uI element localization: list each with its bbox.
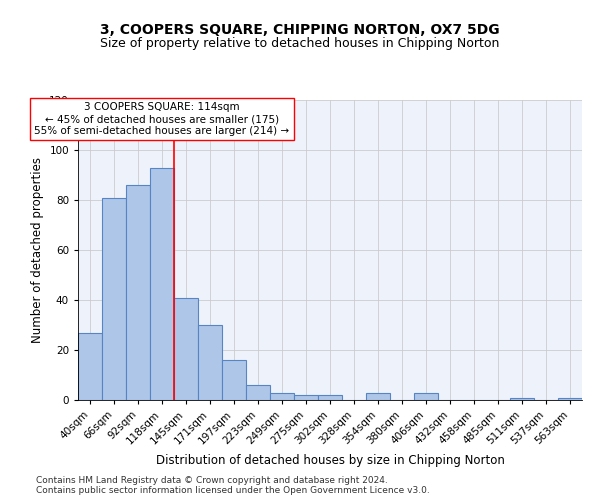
- Text: Size of property relative to detached houses in Chipping Norton: Size of property relative to detached ho…: [100, 38, 500, 51]
- Bar: [366, 392, 390, 400]
- Text: 3 COOPERS SQUARE: 114sqm
← 45% of detached houses are smaller (175)
55% of semi-: 3 COOPERS SQUARE: 114sqm ← 45% of detach…: [34, 102, 290, 136]
- Bar: [510, 398, 534, 400]
- Bar: [294, 395, 318, 400]
- Bar: [198, 325, 222, 400]
- Text: 3, COOPERS SQUARE, CHIPPING NORTON, OX7 5DG: 3, COOPERS SQUARE, CHIPPING NORTON, OX7 …: [100, 22, 500, 36]
- Bar: [78, 332, 102, 400]
- X-axis label: Distribution of detached houses by size in Chipping Norton: Distribution of detached houses by size …: [155, 454, 505, 467]
- Bar: [150, 168, 174, 400]
- Bar: [102, 198, 126, 400]
- Bar: [270, 392, 294, 400]
- Bar: [558, 398, 582, 400]
- Text: Contains HM Land Registry data © Crown copyright and database right 2024.
Contai: Contains HM Land Registry data © Crown c…: [36, 476, 430, 495]
- Bar: [318, 395, 342, 400]
- Bar: [414, 392, 438, 400]
- Bar: [174, 298, 198, 400]
- Bar: [222, 360, 246, 400]
- Bar: [246, 385, 270, 400]
- Y-axis label: Number of detached properties: Number of detached properties: [31, 157, 44, 343]
- Bar: [126, 185, 150, 400]
